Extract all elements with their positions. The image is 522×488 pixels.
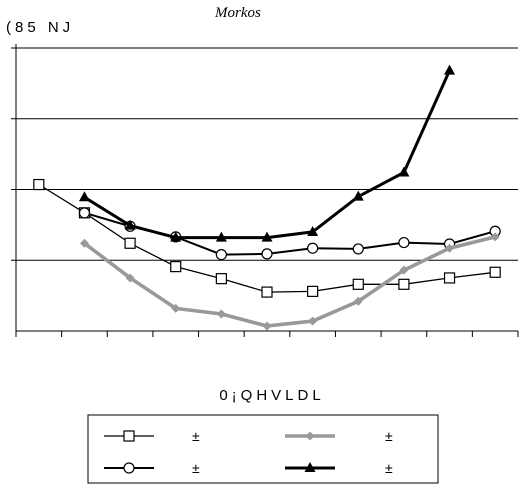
legend-label-2: ± — [192, 460, 200, 476]
legend-label-3: ± — [385, 428, 393, 444]
data-point-series-2 — [78, 207, 91, 219]
x-axis-label: 0¡QHVLDL — [219, 387, 324, 404]
data-point-series-3 — [399, 265, 409, 275]
data-point-series-2 — [352, 243, 364, 255]
data-point-series-3 — [308, 316, 318, 326]
data-point-series-2 — [215, 248, 227, 261]
data-point-series-1 — [170, 261, 182, 273]
data-point-series-1 — [443, 272, 456, 284]
data-point-series-3 — [125, 273, 135, 283]
data-point-series-3 — [490, 232, 500, 242]
legend-label-1: ± — [192, 428, 200, 444]
data-point-series-4 — [307, 225, 319, 236]
data-point-series-1 — [398, 278, 410, 290]
y-axis-label: (85 NJ — [6, 19, 74, 36]
chart-title: Morkos — [214, 5, 261, 21]
series-line-4 — [83, 69, 451, 240]
data-point-series-4 — [170, 231, 182, 242]
data-point-series-1 — [261, 286, 273, 298]
data-point-series-3 — [353, 296, 363, 306]
data-point-series-4 — [444, 64, 456, 75]
data-point-series-1 — [33, 178, 45, 191]
plot-area — [11, 44, 519, 337]
legend-box — [87, 414, 439, 484]
legend-marker-1 — [123, 430, 135, 442]
data-point-series-4 — [352, 190, 364, 201]
data-point-series-3 — [262, 321, 272, 331]
legend: ± ± ± ± — [87, 414, 439, 484]
data-point-series-2 — [261, 248, 273, 260]
legend-label-4: ± — [385, 460, 393, 476]
data-point-series-4 — [398, 166, 410, 177]
data-point-series-3 — [445, 243, 455, 253]
data-point-series-1 — [215, 273, 227, 285]
legend-marker-4 — [304, 462, 316, 472]
data-point-series-2 — [307, 242, 319, 254]
data-point-series-3 — [79, 238, 89, 248]
data-point-series-3 — [216, 309, 226, 319]
data-point-series-1 — [307, 285, 319, 297]
data-point-series-1 — [489, 266, 501, 278]
data-point-series-4 — [215, 231, 227, 242]
data-point-series-2 — [398, 236, 410, 249]
data-point-series-1 — [124, 237, 136, 249]
data-point-series-3 — [171, 303, 181, 313]
legend-marker-3 — [305, 431, 315, 441]
data-point-series-1 — [352, 278, 364, 290]
data-point-series-4 — [124, 219, 136, 230]
legend-marker-2 — [123, 462, 135, 474]
data-point-series-4 — [78, 191, 90, 202]
data-point-series-4 — [261, 231, 273, 242]
series-line-3 — [83, 235, 496, 328]
